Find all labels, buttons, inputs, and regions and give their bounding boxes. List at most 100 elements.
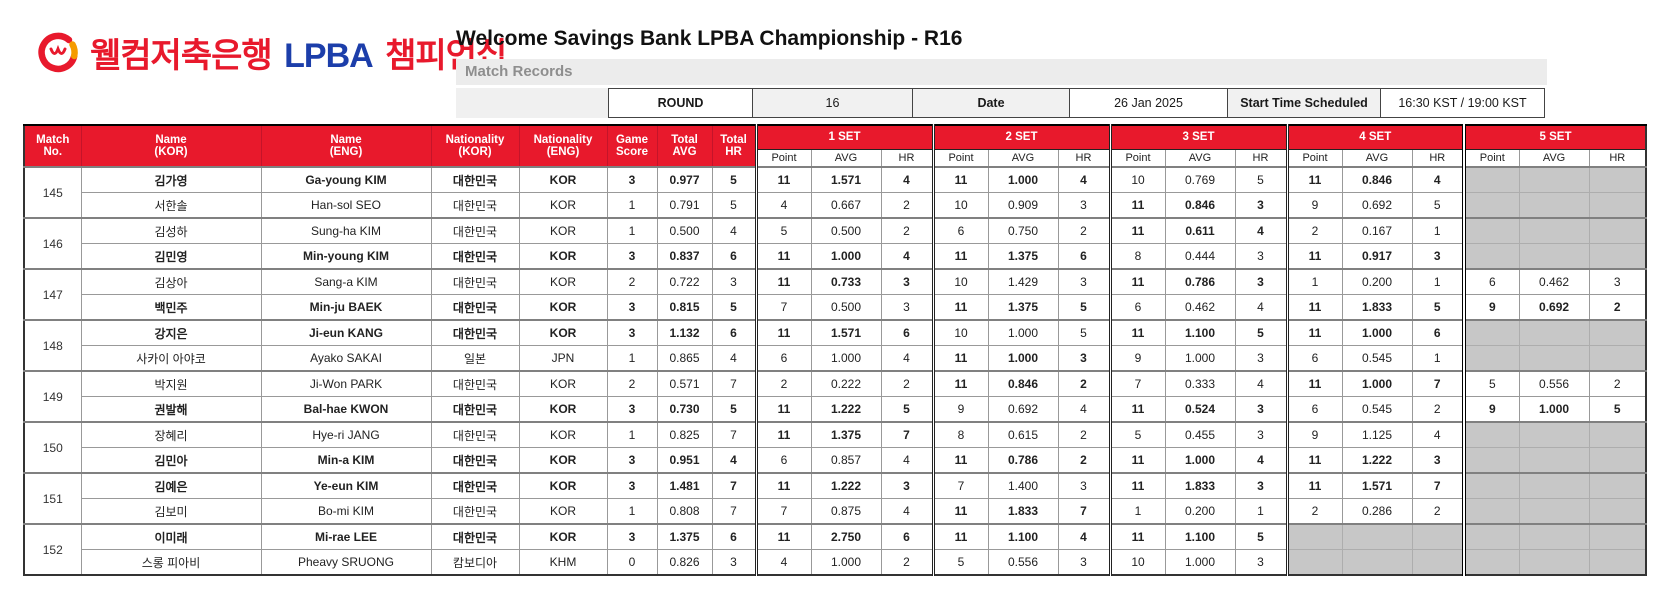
cell-match-no: 150 [23,421,82,474]
cell-set2-point: 8 [931,421,989,448]
set-header-1: 1 SET [754,124,934,150]
cell-match-no: 148 [23,319,82,372]
cell-set5-point-empty [1462,166,1520,193]
cell-set4-hr-empty [1411,523,1465,550]
cell-set5-point-empty [1462,243,1520,270]
cell-total-hr: 7 [711,498,757,525]
player-row-match-146-p2: 김민영 Min-young KIM 대한민국 KOR 3 0.837 6 11 1.000 4 11… [24,243,1647,270]
col-header-nationality-kor: Nationality (KOR) [430,124,520,168]
cell-set2-hr: 4 [1057,396,1111,423]
cell-nationality-kor: 대한민국 [430,217,520,244]
date-label: Date [912,89,1069,117]
cell-name-kor: 장혜리 [80,421,262,448]
cell-set2-point: 11 [931,243,989,270]
match-records-table: Match No. Name (KOR) Name (ENG) Nationality (KO… [23,124,1647,576]
cell-nationality-eng: KOR [518,472,608,499]
cell-set3-point: 11 [1108,523,1166,550]
cell-set5-hr-empty [1588,192,1647,219]
cell-set1-avg: 1.375 [810,421,882,448]
cell-nationality-eng: KOR [518,192,608,219]
cell-set4-hr: 7 [1411,370,1465,397]
cell-set4-hr: 2 [1411,498,1465,525]
cell-set5-hr-empty [1588,166,1647,193]
cell-set1-hr: 2 [880,549,934,576]
cell-name-kor: 서한솔 [80,192,262,219]
cell-game-score: 1 [606,217,658,244]
cell-set2-point: 5 [931,549,989,576]
cell-set1-avg: 0.875 [810,498,882,525]
cell-set3-hr: 4 [1234,447,1288,474]
cell-game-score: 3 [606,319,658,346]
cell-set2-hr: 3 [1057,192,1111,219]
cell-set3-avg: 0.200 [1164,498,1236,525]
cell-set2-avg: 1.400 [987,472,1059,499]
cell-set2-hr: 7 [1057,498,1111,525]
player-row-match-152-p2: 스롱 피아비 Pheavy SRUONG 캄보디아 KHM 0 0.826 3 4 1.000 2… [24,549,1647,576]
cell-total-hr: 5 [711,166,757,193]
cell-set5-point-empty [1462,498,1520,525]
cell-total-hr: 4 [711,447,757,474]
cell-name-eng: Ga-young KIM [260,166,432,193]
cell-set1-hr: 6 [880,319,934,346]
player-row-match-147-p1: 147 김상아 Sang-a KIM 대한민국 KOR 2 0.722 3 11 0.733 3 10… [23,268,1647,321]
cell-set2-hr: 2 [1057,447,1111,474]
cell-name-kor: 강지은 [80,319,262,346]
cell-nationality-kor: 대한민국 [430,396,520,423]
cell-name-kor: 백민주 [80,294,262,321]
player-row-match-148-p2: 사카이 아야코 Ayako SAKAI 일본 JPN 1 0.865 4 6 1.000 4 11 1… [24,345,1647,372]
cell-set4-hr: 3 [1411,447,1465,474]
col-header-game-score: Game Score [606,124,658,168]
cell-set1-point: 5 [754,217,812,244]
cell-name-eng: Ji-Won PARK [260,370,432,397]
sub-header-set2-hr: HR [1057,149,1111,168]
player-row-match-151-p1: 151 김예은 Ye-eun KIM 대한민국 KOR 3 1.481 7 11 1.222 3 7 1… [23,472,1647,525]
player-row-match-149-p1: 149 박지원 Ji-Won PARK 대한민국 KOR 2 0.571 7 2 0.222 2 11… [23,370,1647,423]
start-time-label: Start Time Scheduled [1227,89,1380,117]
player-row-match-145-p2: 서한솔 Han-sol SEO 대한민국 KOR 1 0.791 5 4 0.667 2 10 0.9… [24,192,1647,219]
cell-game-score: 0 [606,549,658,576]
player-row-match-149-p2: 권발해 Bal-hae KWON 대한민국 KOR 3 0.730 5 11 1.222 5 9 0.… [24,396,1647,423]
cell-name-eng: Sang-a KIM [260,268,432,295]
cell-set1-hr: 4 [880,447,934,474]
cell-set5-point-empty [1462,345,1520,372]
cell-set2-point: 10 [931,319,989,346]
sub-header-set2-point: Point [931,149,989,168]
sub-header-set5-avg: AVG [1518,149,1590,168]
cell-set1-hr: 5 [880,396,934,423]
cell-set1-point: 11 [754,166,812,193]
cell-set4-point: 6 [1285,396,1343,423]
cell-set3-avg: 1.100 [1164,523,1236,550]
cell-game-score: 3 [606,523,658,550]
cell-set1-avg: 0.500 [810,217,882,244]
cell-set1-hr: 2 [880,217,934,244]
cell-set4-hr: 7 [1411,472,1465,499]
cell-set2-point: 6 [931,217,989,244]
cell-set1-hr: 3 [880,472,934,499]
cell-set1-point: 4 [754,192,812,219]
cell-total-avg: 0.977 [656,166,713,193]
match-records-subtitle: Match Records [456,59,1547,85]
cell-nationality-kor: 대한민국 [430,268,520,295]
cell-set5-point-empty [1462,421,1520,448]
cell-nationality-eng: KOR [518,523,608,550]
cell-nationality-eng: KOR [518,166,608,193]
col-header-total-hr: Total HR [711,124,757,168]
cell-set3-hr: 3 [1234,268,1288,295]
cell-set5-hr-empty [1588,447,1647,474]
cell-set5-hr: 5 [1588,396,1647,423]
cell-set1-point: 6 [754,447,812,474]
cell-match-no: 145 [23,166,82,219]
cell-set3-avg: 1.833 [1164,472,1236,499]
cell-set2-hr: 3 [1057,472,1111,499]
cell-nationality-eng: KOR [518,319,608,346]
cell-set1-point: 2 [754,370,812,397]
cell-set2-avg: 0.786 [987,447,1059,474]
cell-set2-hr: 2 [1057,421,1111,448]
sub-header-set3-avg: AVG [1164,149,1236,168]
cell-set1-avg: 1.571 [810,166,882,193]
cell-set2-avg: 0.692 [987,396,1059,423]
cell-set1-avg: 1.222 [810,472,882,499]
sub-header-set3-point: Point [1108,149,1166,168]
player-row-match-150-p2: 김민아 Min-a KIM 대한민국 KOR 3 0.951 4 6 0.857 4 11 0.786… [24,447,1647,474]
cell-set2-point: 11 [931,166,989,193]
